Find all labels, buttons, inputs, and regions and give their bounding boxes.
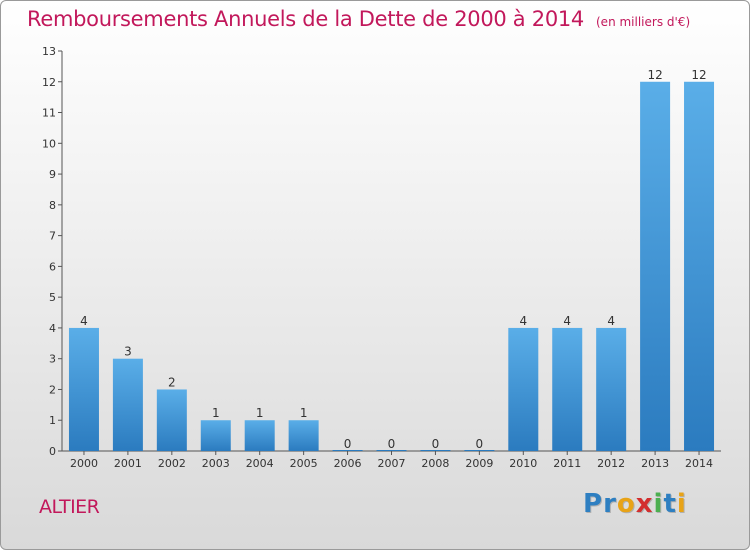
x-tick-label: 2001 — [114, 457, 142, 470]
bar — [508, 327, 539, 451]
bars — [68, 81, 715, 452]
y-tick-label: 7 — [49, 230, 56, 243]
x-tick-label: 2012 — [597, 457, 625, 470]
logo-letter: o — [616, 489, 636, 519]
x-tick-label: 2002 — [158, 457, 186, 470]
x-tick-label: 2006 — [334, 457, 362, 470]
bar — [596, 327, 627, 451]
bar — [68, 327, 99, 451]
y-tick-label: 5 — [49, 291, 56, 304]
bar — [332, 450, 363, 451]
logo-letter: t — [663, 489, 677, 519]
chart-subtitle: (en milliers d'€) — [596, 15, 691, 29]
bar — [464, 450, 495, 451]
title-row: Remboursements Annuels de la Dette de 20… — [27, 7, 690, 31]
bar — [684, 81, 715, 452]
y-tick-label: 8 — [49, 199, 56, 212]
data-label: 0 — [432, 437, 440, 451]
data-label: 3 — [124, 345, 132, 359]
data-label: 4 — [519, 314, 527, 328]
data-label: 0 — [476, 437, 484, 451]
commune-name: ALTIER — [39, 496, 100, 518]
bar — [420, 450, 451, 451]
y-tick-label: 10 — [42, 137, 56, 150]
chart-title: Remboursements Annuels de la Dette de 20… — [27, 7, 584, 31]
data-label: 0 — [388, 437, 396, 451]
x-tick-label: 2008 — [421, 457, 449, 470]
logo-letter: i — [676, 489, 687, 519]
y-tick-label: 3 — [49, 353, 56, 366]
logo-letter: x — [635, 489, 654, 519]
x-tick-label: 2013 — [641, 457, 669, 470]
logo-letter: i — [653, 489, 664, 519]
logo-letter: P — [583, 489, 604, 519]
bar — [376, 450, 407, 451]
x-tick-label: 2005 — [290, 457, 318, 470]
bar — [156, 389, 187, 451]
data-label: 12 — [647, 68, 662, 82]
y-tick-label: 6 — [49, 260, 56, 273]
x-tick-label: 2000 — [70, 457, 98, 470]
data-label: 12 — [691, 68, 706, 82]
data-label: 2 — [168, 375, 176, 389]
proxiti-logo[interactable]: Proxiti — [583, 489, 687, 519]
x-tick-label: 2003 — [202, 457, 230, 470]
y-tick-label: 11 — [42, 107, 56, 120]
data-label: 4 — [607, 314, 615, 328]
data-label: 4 — [80, 314, 88, 328]
data-label: 4 — [563, 314, 571, 328]
y-tick-label: 1 — [49, 414, 56, 427]
data-label: 1 — [256, 406, 264, 420]
y-tick-label: 2 — [49, 383, 56, 396]
data-label: 1 — [300, 406, 308, 420]
x-tick-label: 2009 — [465, 457, 493, 470]
y-tick-label: 13 — [42, 45, 56, 58]
y-tick-label: 12 — [42, 76, 56, 89]
y-tick-label: 4 — [49, 322, 56, 335]
x-tick-label: 2010 — [509, 457, 537, 470]
data-label: 1 — [212, 406, 220, 420]
x-tick-label: 2011 — [553, 457, 581, 470]
bar — [288, 420, 319, 451]
bar — [552, 327, 583, 451]
x-tick-label: 2007 — [378, 457, 406, 470]
labels: 2000420013200222003120041200512006020070… — [70, 68, 713, 470]
bar — [244, 420, 275, 451]
y-tick-label: 0 — [49, 445, 56, 458]
y-tick-label: 9 — [49, 168, 56, 181]
data-label: 0 — [344, 437, 352, 451]
logo-letter: r — [603, 489, 617, 519]
bar — [640, 81, 671, 452]
x-tick-label: 2004 — [246, 457, 274, 470]
bar — [200, 420, 231, 451]
bar — [112, 358, 143, 451]
x-tick-label: 2014 — [685, 457, 713, 470]
